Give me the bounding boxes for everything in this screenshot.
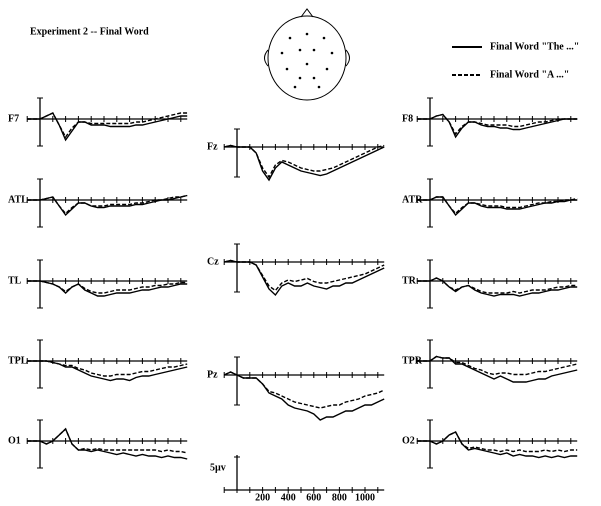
- panel-label: O1: [8, 435, 21, 446]
- erp-line: [417, 277, 578, 297]
- erp-line: [417, 196, 578, 217]
- erp-line: [417, 277, 578, 294]
- erp-line: [417, 113, 578, 139]
- panel-label: TPL: [8, 355, 28, 366]
- panel-label: Pz: [207, 369, 218, 380]
- panel-label: O2: [402, 435, 415, 446]
- erp-line: [27, 427, 188, 454]
- scale-label: 5µv: [210, 462, 226, 473]
- panel-label: TL: [8, 275, 22, 286]
- erp-line: [223, 371, 385, 409]
- erp-line: [27, 112, 188, 139]
- x-tick-label: 400: [281, 492, 296, 503]
- legend-label: Final Word "A ...": [490, 69, 569, 80]
- figure-title: Experiment 2 -- Final Word: [30, 26, 149, 37]
- erp-line: [224, 259, 385, 297]
- panel-label: ATR: [402, 194, 423, 205]
- erp-line: [417, 196, 578, 215]
- erp-line: [224, 259, 385, 292]
- erp-line: [27, 360, 188, 377]
- erp-line: [27, 112, 188, 142]
- erp-line: [27, 360, 188, 382]
- erp-line: [417, 113, 578, 136]
- x-tick-label: 1000: [355, 492, 375, 503]
- panel-label: ATL: [8, 194, 28, 205]
- erp-line: [417, 431, 578, 459]
- head-map: [264, 8, 350, 101]
- x-tick-label: 800: [332, 492, 347, 503]
- erp-line: [27, 194, 188, 215]
- x-tick-label: 200: [255, 492, 270, 503]
- erp-line: [417, 431, 578, 453]
- panel-label: TR: [402, 275, 417, 286]
- panel-label: Fz: [207, 141, 218, 152]
- x-tick-label: 600: [306, 492, 321, 503]
- panel-label: Cz: [207, 256, 219, 267]
- erp-line: [224, 144, 385, 182]
- erp-line: [417, 355, 578, 376]
- erp-line: [27, 427, 188, 460]
- erp-line: [223, 371, 385, 421]
- legend-label: Final Word "The ...": [490, 41, 579, 52]
- erp-line: [27, 280, 188, 294]
- panel-label: F8: [402, 113, 413, 124]
- panel-label: F7: [8, 113, 19, 124]
- panel-label: TPR: [402, 355, 423, 366]
- erp-line: [417, 355, 578, 383]
- erp-line: [224, 144, 385, 179]
